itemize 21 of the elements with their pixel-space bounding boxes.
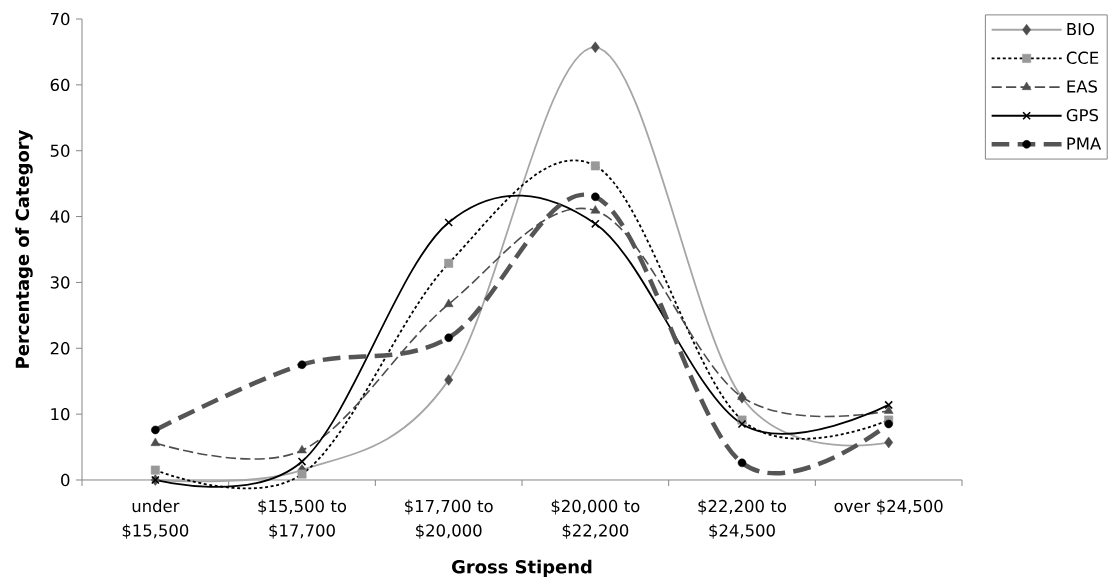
legend-label: GPS	[1066, 108, 1099, 122]
y-tick-label: 70	[50, 12, 70, 26]
y-tick-label: 0	[61, 473, 70, 487]
legend-label: PMA	[1067, 137, 1102, 150]
y-tick-label: 50	[50, 144, 70, 157]
x-tick-label: over $24,500	[834, 499, 943, 515]
legend-label: BIO	[1067, 22, 1095, 36]
y-tick-label: 60	[50, 78, 70, 92]
legend-label: CCE	[1066, 51, 1099, 64]
y-tick-label: 10	[51, 407, 70, 421]
x-tick-label: under $15,500	[122, 499, 189, 539]
x-tick-label: $15,500 to $17,700	[258, 499, 347, 539]
x-axis-title: Gross Stipend	[452, 559, 592, 578]
y-tick-label: 40	[50, 210, 70, 223]
x-tick-label: $20,000 to $22,200	[551, 499, 640, 539]
x-tick-label: $17,700 to $20,000	[405, 499, 493, 539]
y-axis-title: Percentage of Category	[15, 129, 33, 368]
y-tick-label: 20	[50, 342, 70, 355]
legend-label: EAS	[1067, 80, 1098, 93]
x-tick-label: $22,200 to $24,500	[698, 499, 787, 539]
y-tick-label: 30	[50, 276, 70, 289]
